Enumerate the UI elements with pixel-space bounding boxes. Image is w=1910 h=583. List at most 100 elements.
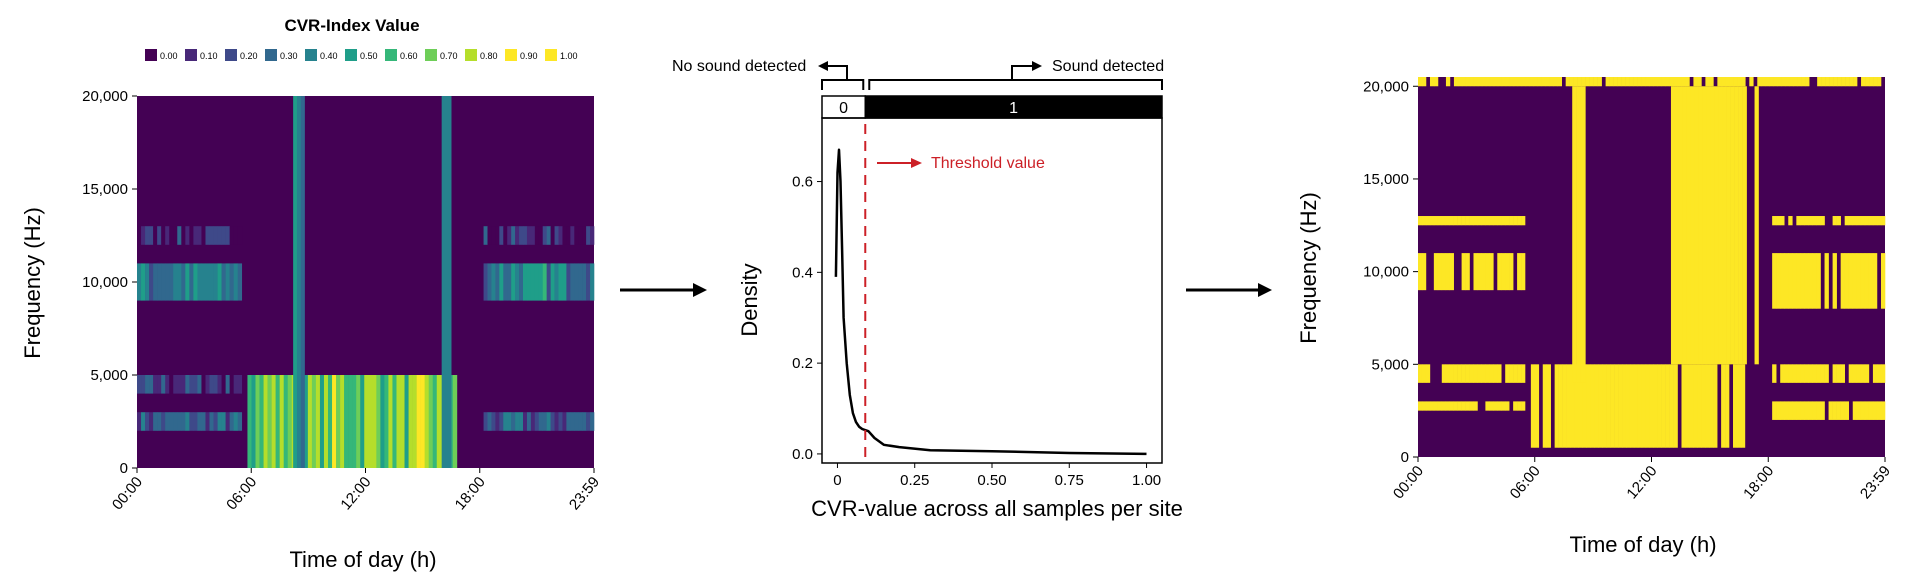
heatmap-cell bbox=[1772, 216, 1777, 226]
heatmap-cell bbox=[578, 412, 583, 431]
strip-label-0: 0 bbox=[839, 100, 848, 117]
x-tick-label: 23:59 bbox=[566, 474, 603, 514]
heatmap-cell bbox=[225, 375, 230, 394]
heatmap-cell bbox=[499, 412, 504, 431]
legend-swatch bbox=[145, 49, 157, 61]
heatmap-cell bbox=[1741, 77, 1746, 87]
heatmap-cell bbox=[1705, 77, 1710, 87]
heatmap-cell bbox=[149, 226, 154, 245]
heatmap-cell bbox=[1673, 364, 1678, 448]
heatmap-cell bbox=[1800, 253, 1805, 309]
heatmap-cell bbox=[1796, 364, 1801, 383]
heatmap-cell bbox=[1765, 77, 1770, 87]
heatmap-cell bbox=[483, 412, 488, 431]
heatmap-cell bbox=[1598, 364, 1603, 448]
heatmap-cell bbox=[1594, 364, 1599, 448]
heatmap-cell bbox=[233, 412, 238, 431]
heatmap-cell bbox=[1453, 401, 1458, 411]
heatmap-cell bbox=[1848, 216, 1854, 226]
heatmap-cell bbox=[1772, 364, 1777, 383]
heatmap-cell bbox=[1649, 364, 1655, 448]
heatmap-cell bbox=[436, 375, 442, 468]
heatmap-cell bbox=[1861, 77, 1866, 87]
heatmap-cell bbox=[1509, 77, 1515, 87]
heatmap-cell bbox=[1845, 77, 1850, 87]
heatmap-cell bbox=[566, 263, 571, 301]
x-tick-label: 12:00 bbox=[1623, 463, 1660, 503]
heatmap-cell bbox=[1497, 364, 1502, 383]
heatmap-cell bbox=[1804, 364, 1809, 383]
heatmap-cell bbox=[1816, 216, 1821, 226]
heatmap-cell bbox=[1714, 86, 1720, 365]
heatmap-cell bbox=[1649, 77, 1654, 87]
heatmap-cell bbox=[205, 412, 210, 431]
heatmap-cell bbox=[400, 375, 405, 468]
heatmap-cell bbox=[1860, 216, 1866, 226]
heatmap-cell bbox=[1780, 364, 1785, 383]
heatmap-cell bbox=[1573, 77, 1578, 87]
heatmap-cell bbox=[145, 412, 150, 431]
heatmap-cell bbox=[348, 375, 353, 468]
heatmap-cell bbox=[300, 96, 305, 468]
heatmap-cell bbox=[446, 96, 452, 468]
heatmap-cell bbox=[360, 375, 365, 468]
heatmap-cell bbox=[1876, 401, 1882, 420]
heatmap-cell bbox=[376, 375, 381, 468]
heatmap-cell bbox=[201, 375, 206, 394]
heatmap-cell bbox=[161, 263, 166, 301]
heatmap-cell bbox=[1578, 364, 1583, 448]
heatmap-cell bbox=[1606, 364, 1611, 448]
heatmap-cell bbox=[1864, 364, 1870, 383]
heatmap-cell bbox=[1740, 364, 1746, 448]
heatmap-cell bbox=[530, 226, 536, 245]
heatmap-cell bbox=[1796, 401, 1801, 420]
heatmap-cell bbox=[1821, 77, 1826, 87]
heatmap-cell bbox=[550, 226, 555, 245]
heatmap-cell bbox=[511, 226, 516, 245]
heatmap-cell bbox=[424, 375, 430, 468]
y-tick-label: 0.6 bbox=[792, 174, 813, 191]
heatmap-cell bbox=[1678, 86, 1684, 365]
heatmap-cell bbox=[1742, 86, 1747, 365]
heatmap-cell bbox=[1557, 77, 1562, 87]
heatmap-cell bbox=[1418, 364, 1423, 383]
heatmap-cell bbox=[1449, 216, 1454, 226]
heatmap-cell bbox=[1517, 77, 1523, 87]
heatmap-cell bbox=[205, 226, 210, 245]
legend-swatch bbox=[425, 49, 437, 61]
heatmap-cell bbox=[534, 226, 540, 245]
heatmap-cell bbox=[1816, 401, 1821, 420]
heatmap-cell bbox=[293, 96, 298, 468]
heatmap-cell bbox=[1796, 216, 1801, 226]
legend-swatch bbox=[225, 49, 237, 61]
heatmap-cell bbox=[1517, 364, 1522, 383]
legend-swatch bbox=[385, 49, 397, 61]
heatmap-cell bbox=[221, 226, 226, 245]
heatmap-cell bbox=[1693, 364, 1698, 448]
heatmap-cell bbox=[169, 375, 174, 394]
legend-label: 0.20 bbox=[240, 51, 258, 61]
heatmap-cell bbox=[1837, 77, 1842, 87]
heatmap-cell bbox=[1445, 253, 1451, 291]
legend-swatch bbox=[305, 49, 317, 61]
heatmap-cell bbox=[1625, 77, 1630, 87]
heatmap-cell bbox=[586, 226, 591, 245]
legend-label: 0.90 bbox=[520, 51, 538, 61]
heatmap-cell bbox=[1682, 86, 1688, 365]
heatmap-cell bbox=[1673, 77, 1678, 87]
heatmap-cell bbox=[538, 412, 544, 431]
heatmap-cell bbox=[356, 375, 361, 468]
heatmap-cell bbox=[1530, 364, 1536, 448]
heatmap-cell bbox=[1505, 401, 1510, 411]
heatmap-cell bbox=[173, 263, 178, 301]
heatmap-cell bbox=[1832, 253, 1837, 309]
heatmap-cell bbox=[1418, 77, 1423, 87]
heatmap-cell bbox=[1734, 86, 1739, 365]
heatmap-cell bbox=[233, 226, 238, 245]
heatmap-cell bbox=[1521, 401, 1526, 411]
heatmap-cell bbox=[519, 263, 524, 301]
heatmap-cell bbox=[1808, 364, 1813, 383]
legend-label: 0.10 bbox=[200, 51, 218, 61]
heatmap-cell bbox=[1841, 77, 1846, 87]
